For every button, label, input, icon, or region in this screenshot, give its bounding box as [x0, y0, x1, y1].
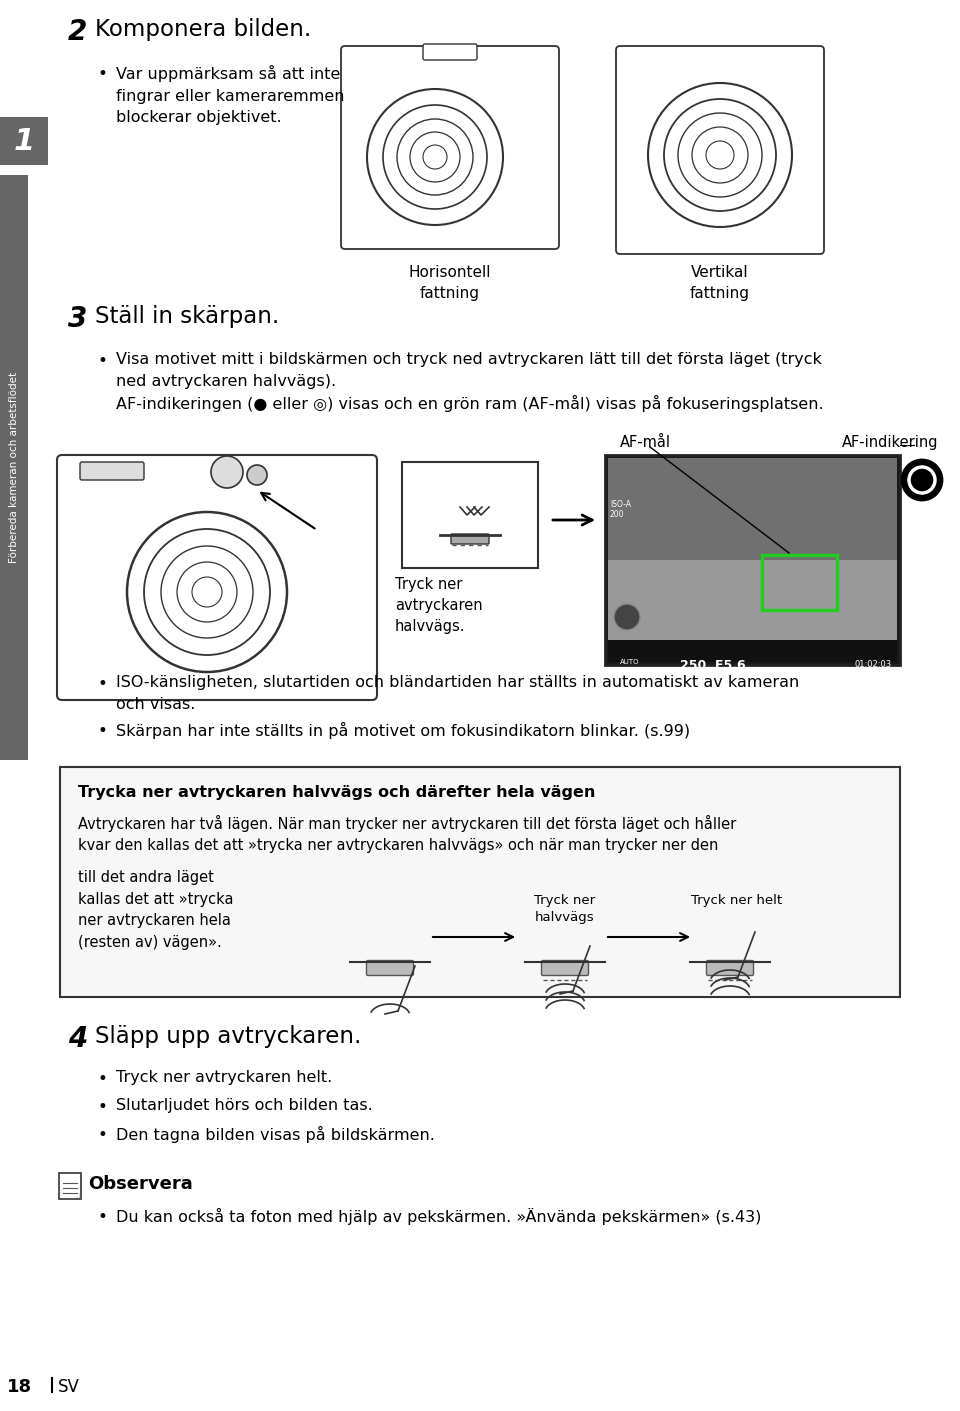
Text: AF-mål: AF-mål [620, 435, 671, 450]
Text: ISO-A
200: ISO-A 200 [610, 499, 631, 519]
Text: Tryck ner helt: Tryck ner helt [691, 895, 782, 907]
FancyBboxPatch shape [451, 533, 489, 545]
FancyBboxPatch shape [80, 461, 144, 480]
FancyBboxPatch shape [367, 961, 414, 975]
Text: •: • [98, 1098, 108, 1116]
Text: 3: 3 [68, 305, 87, 333]
FancyBboxPatch shape [608, 641, 897, 662]
Text: Ställ in skärpan.: Ställ in skärpan. [95, 305, 279, 327]
Text: Tryck ner
avtryckaren
halvvägs.: Tryck ner avtryckaren halvvägs. [395, 577, 483, 634]
Text: 18: 18 [7, 1379, 32, 1395]
Text: ISO-känsligheten, slutartiden och bländartiden har ställts in automatiskt av kam: ISO-känsligheten, slutartiden och blända… [116, 674, 800, 711]
Text: 250  F5.6: 250 F5.6 [680, 659, 746, 672]
FancyBboxPatch shape [707, 961, 754, 975]
Circle shape [247, 466, 267, 485]
Text: •: • [98, 1126, 108, 1144]
FancyBboxPatch shape [60, 768, 900, 998]
FancyBboxPatch shape [616, 47, 824, 254]
FancyBboxPatch shape [341, 47, 559, 248]
Text: Komponera bilden.: Komponera bilden. [95, 18, 311, 41]
FancyBboxPatch shape [608, 459, 897, 662]
FancyBboxPatch shape [541, 961, 588, 975]
Text: AUTO: AUTO [620, 659, 639, 665]
Circle shape [902, 460, 942, 499]
Text: Tryck ner
halvvägs: Tryck ner halvvägs [535, 895, 595, 924]
Text: Tryck ner avtryckaren helt.: Tryck ner avtryckaren helt. [116, 1070, 332, 1085]
Text: till det andra läget
kallas det att »trycka
ner avtryckaren hela
(resten av) väg: till det andra läget kallas det att »try… [78, 871, 233, 950]
Text: 01:02:03
      38: 01:02:03 38 [854, 660, 892, 680]
Text: Släpp upp avtryckaren.: Släpp upp avtryckaren. [95, 1024, 361, 1048]
FancyBboxPatch shape [57, 454, 377, 700]
Text: •: • [98, 1208, 108, 1226]
Text: Förbereda kameran och arbetsflödet: Förbereda kameran och arbetsflödet [9, 373, 19, 563]
Text: Vertikal
fattning: Vertikal fattning [690, 265, 750, 301]
Text: •: • [98, 1070, 108, 1088]
FancyBboxPatch shape [402, 461, 538, 569]
Text: 2: 2 [68, 18, 87, 47]
Text: •: • [98, 674, 108, 693]
Text: Var uppmärksam så att inte
fingrar eller kameraremmen
blockerar objektivet.: Var uppmärksam så att inte fingrar eller… [116, 65, 345, 126]
Text: Slutarljudet hörs och bilden tas.: Slutarljudet hörs och bilden tas. [116, 1098, 372, 1113]
Text: Observera: Observera [88, 1175, 193, 1192]
FancyBboxPatch shape [0, 175, 28, 761]
FancyBboxPatch shape [59, 1173, 81, 1199]
FancyBboxPatch shape [608, 560, 897, 662]
Text: 1: 1 [13, 127, 35, 155]
Text: Du kan också ta foton med hjälp av pekskärmen. »Änvända pekskärmen» (s.43): Du kan också ta foton med hjälp av peksk… [116, 1208, 761, 1225]
Text: •: • [98, 351, 108, 370]
FancyBboxPatch shape [423, 44, 477, 61]
Text: •: • [98, 65, 108, 83]
Text: SV: SV [58, 1379, 80, 1395]
Text: Horisontell
fattning: Horisontell fattning [409, 265, 492, 301]
Text: Trycka ner avtryckaren halvvägs och därefter hela vägen: Trycka ner avtryckaren halvvägs och däre… [78, 785, 595, 800]
Circle shape [614, 604, 640, 629]
Text: AF-indikering: AF-indikering [842, 435, 938, 450]
Circle shape [211, 456, 243, 488]
Text: AF-indikeringen (● eller ◎) visas och en grön ram (AF-mål) visas på fokuseringsp: AF-indikeringen (● eller ◎) visas och en… [116, 395, 824, 412]
Text: Skärpan har inte ställts in på motivet om fokusindikatorn blinkar. (s.99): Skärpan har inte ställts in på motivet o… [116, 722, 690, 739]
FancyBboxPatch shape [0, 117, 48, 165]
Text: Visa motivet mitt i bildskärmen och tryck ned avtryckaren lätt till det första l: Visa motivet mitt i bildskärmen och tryc… [116, 351, 822, 388]
Text: 4: 4 [68, 1024, 87, 1053]
Text: •: • [98, 722, 108, 739]
Text: Den tagna bilden visas på bildskärmen.: Den tagna bilden visas på bildskärmen. [116, 1126, 435, 1143]
Text: Avtryckaren har två lägen. När man trycker ner avtryckaren till det första läget: Avtryckaren har två lägen. När man tryck… [78, 816, 736, 854]
FancyBboxPatch shape [605, 454, 900, 665]
